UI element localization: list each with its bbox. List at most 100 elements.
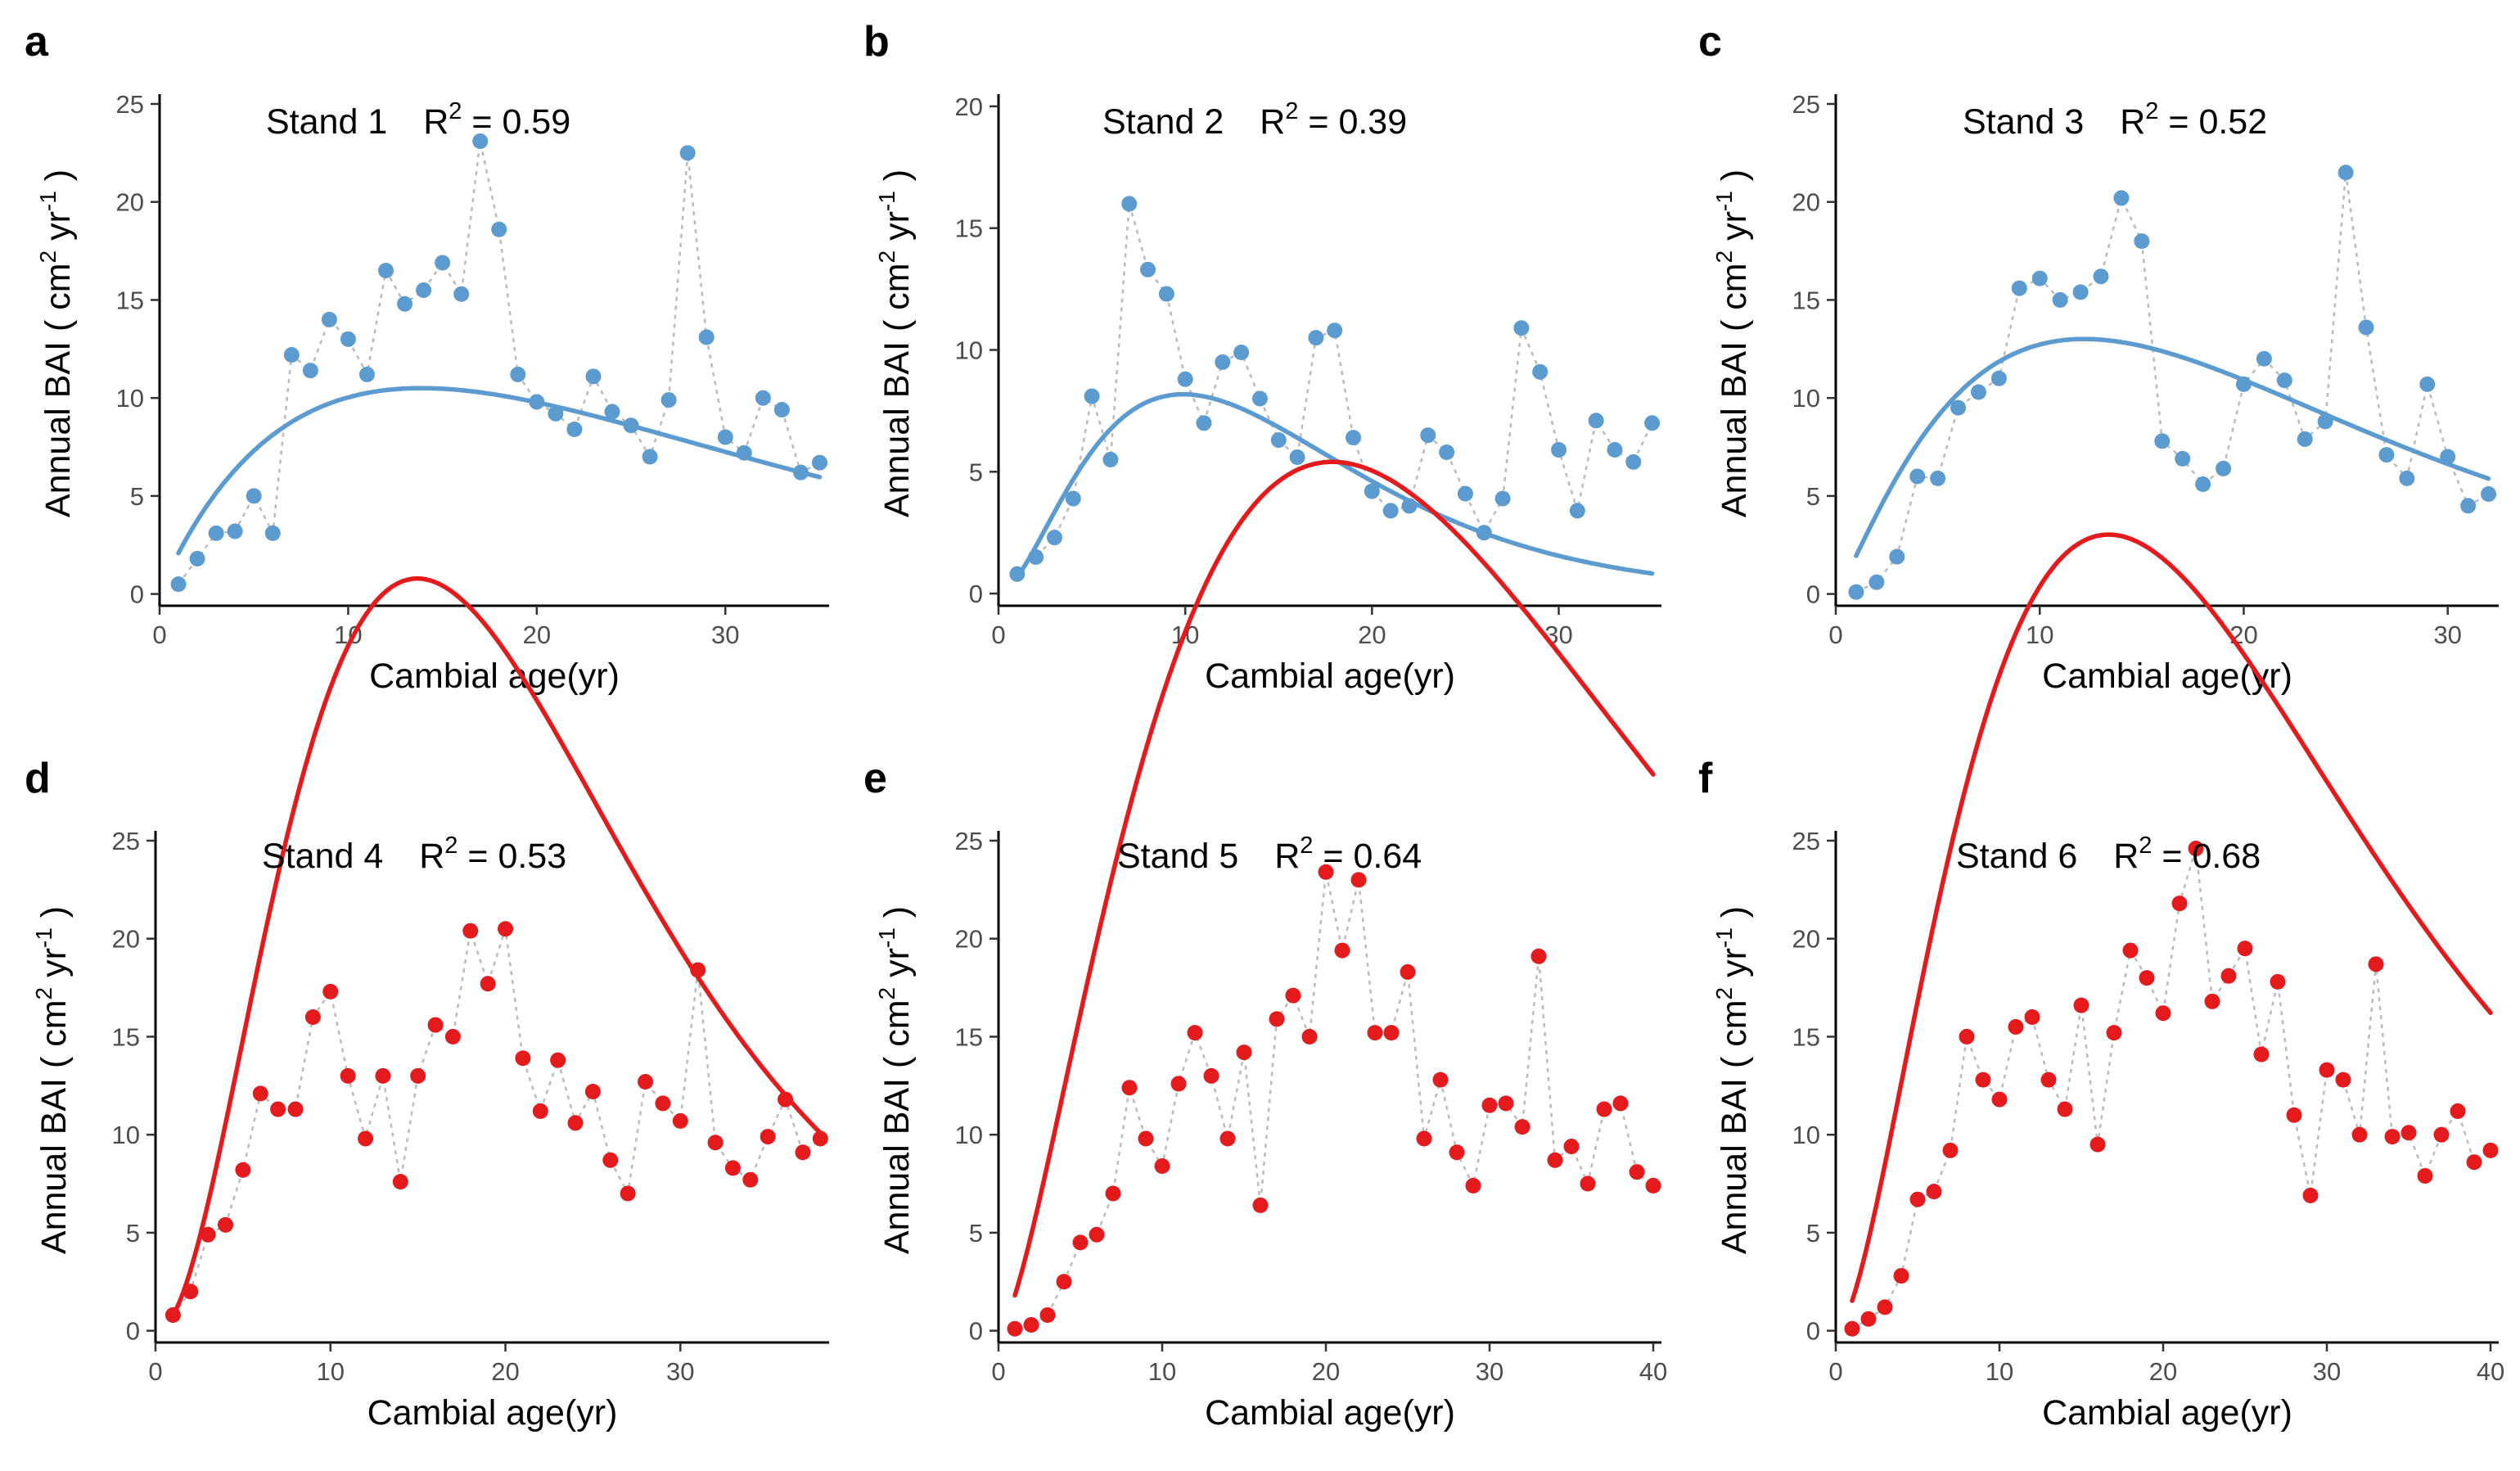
data-point [566, 421, 583, 437]
data-point [1514, 1119, 1530, 1135]
y-tick-label: 15 [116, 286, 144, 314]
data-point [812, 1130, 828, 1147]
data-point [660, 392, 677, 408]
data-point [2220, 968, 2237, 984]
y-axis-title-main: Annual BAI ( cm [34, 999, 74, 1254]
data-point [1023, 1316, 1039, 1333]
y-axis-title-sup: -1 [874, 191, 899, 211]
data-point [340, 1067, 356, 1084]
y-tick-label: 15 [112, 1022, 140, 1051]
data-point [755, 390, 771, 406]
data-point [1084, 388, 1100, 404]
x-tick-label: 0 [1828, 1357, 1842, 1386]
data-point [2286, 1107, 2302, 1123]
data-point [1860, 1311, 1877, 1327]
y-tick-label: 0 [130, 580, 144, 609]
r-squared-value: = 0.53 [458, 837, 566, 876]
x-tick-label: 10 [2026, 620, 2053, 649]
x-tick-label: 30 [1476, 1357, 1503, 1386]
stand-name: Stand 1 [266, 102, 387, 142]
data-point [340, 331, 356, 347]
data-point [1909, 1191, 1926, 1207]
data-point [1072, 1234, 1089, 1251]
y-tick-label: 5 [126, 1219, 140, 1248]
data-point [1219, 1130, 1236, 1147]
data-point [480, 976, 496, 992]
data-point [1158, 286, 1174, 302]
data-point [1513, 320, 1530, 336]
data-point [321, 311, 337, 327]
data-point [707, 1135, 724, 1151]
y-axis-title-unit: yr [1715, 948, 1754, 987]
data-point [1644, 415, 1661, 431]
data-point [1233, 344, 1250, 360]
data-point [1039, 1306, 1056, 1323]
y-axis-title-main: Annual BAI ( cm [877, 263, 917, 517]
fitted-curve [170, 576, 823, 1318]
r-squared-sup: 2 [2145, 98, 2158, 124]
x-axis-title: Cambial age(yr) [369, 657, 620, 696]
data-point [2204, 993, 2220, 1009]
y-axis-title-sup: -1 [35, 191, 61, 211]
data-point [283, 346, 300, 363]
data-point [2358, 319, 2374, 336]
data-point [165, 1306, 181, 1323]
stand-title: Stand 3 R2 = 0.52 [1963, 98, 2267, 142]
data-point [1318, 864, 1334, 880]
x-tick-label: 30 [2433, 620, 2461, 649]
data-point [2440, 449, 2456, 465]
stand-name: Stand 5 [1117, 837, 1238, 876]
y-axis-title-sup: 2 [35, 250, 61, 264]
data-point [2089, 1136, 2106, 1153]
data-point [1196, 415, 1212, 431]
y-axis-title: Annual BAI ( cm2 yr-1 ) [1711, 169, 1754, 517]
data-point [792, 464, 809, 481]
data-point [1942, 1142, 1959, 1158]
data-point [795, 1144, 811, 1161]
data-point [550, 1052, 566, 1068]
data-point [1991, 1091, 2008, 1108]
data-point [2024, 1008, 2040, 1025]
data-point [690, 962, 706, 978]
y-axis-title: Annual BAI ( cm2 yr-1 ) [35, 169, 78, 517]
stand-title: Stand 5 R2 = 0.64 [1117, 833, 1422, 876]
y-axis-title: Annual BAI ( cm2 yr-1 ) [31, 906, 74, 1254]
data-point [2481, 486, 2497, 503]
data-point [200, 1226, 216, 1243]
x-tick-label: 20 [2229, 620, 2257, 649]
x-tick-label: 40 [1639, 1357, 1667, 1386]
y-axis-title-end: ) [1715, 906, 1754, 927]
y-axis-title-unit: yr [38, 211, 78, 250]
data-point [1187, 1025, 1203, 1041]
data-point [392, 1174, 408, 1190]
data-point [1056, 1274, 1072, 1290]
data-point [1170, 1076, 1187, 1092]
y-axis-title-sup: 2 [31, 987, 56, 1000]
y-tick-label: 20 [116, 188, 144, 217]
data-point [1530, 948, 1547, 964]
data-point [2139, 970, 2155, 986]
data-point [322, 983, 339, 999]
y-tick-label: 10 [116, 384, 144, 413]
data-point [2171, 896, 2188, 912]
data-point [1215, 354, 1231, 370]
data-point [287, 1101, 304, 1117]
data-point [1401, 498, 1418, 514]
y-tick-label: 10 [1792, 1121, 1820, 1149]
data-point [1476, 525, 1492, 541]
data-point [1869, 574, 1885, 590]
stand-title: Stand 1 R2 = 0.59 [266, 98, 570, 142]
data-point [2460, 498, 2477, 514]
x-axis-title: Cambial age(yr) [1205, 1393, 1455, 1433]
x-tick-label: 0 [1828, 620, 1842, 649]
data-point [529, 394, 545, 410]
data-point [1439, 444, 1455, 460]
y-axis-title-sup: 2 [874, 250, 899, 264]
data-point [602, 1152, 619, 1168]
data-point [2134, 233, 2150, 250]
data-point [1251, 390, 1268, 407]
y-tick-label: 5 [969, 458, 983, 486]
y-axis-title-end: ) [877, 906, 917, 927]
